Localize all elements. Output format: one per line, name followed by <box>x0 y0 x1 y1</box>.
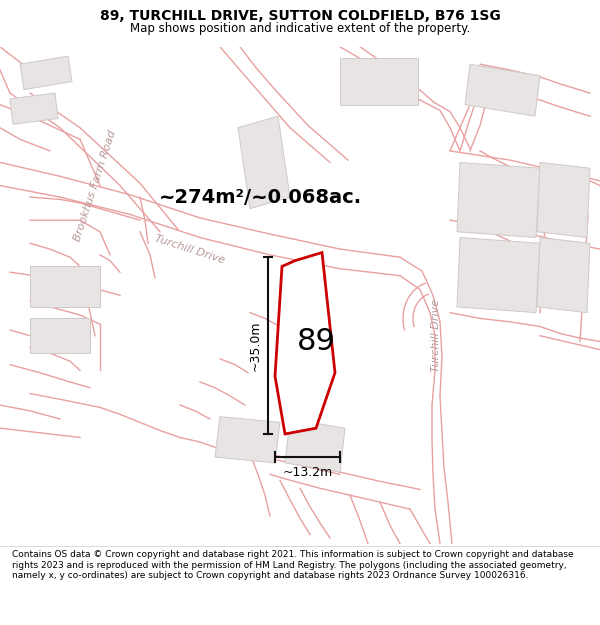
Text: ~13.2m: ~13.2m <box>283 466 332 479</box>
Text: ~274m²/~0.068ac.: ~274m²/~0.068ac. <box>158 188 362 207</box>
Polygon shape <box>20 56 72 89</box>
Text: Turchill Drive: Turchill Drive <box>431 299 441 372</box>
Polygon shape <box>285 419 345 472</box>
Polygon shape <box>537 162 590 238</box>
Text: Contains OS data © Crown copyright and database right 2021. This information is : Contains OS data © Crown copyright and d… <box>12 550 574 580</box>
Polygon shape <box>10 93 58 124</box>
Text: 89, TURCHILL DRIVE, SUTTON COLDFIELD, B76 1SG: 89, TURCHILL DRIVE, SUTTON COLDFIELD, B7… <box>100 9 500 23</box>
Text: 89: 89 <box>297 327 336 356</box>
Polygon shape <box>275 253 335 434</box>
Polygon shape <box>30 318 90 353</box>
Polygon shape <box>30 266 100 307</box>
Text: ~35.0m: ~35.0m <box>249 321 262 371</box>
Polygon shape <box>465 64 540 116</box>
Polygon shape <box>340 58 418 104</box>
Text: Turchill Drive: Turchill Drive <box>154 233 226 265</box>
Polygon shape <box>457 162 540 238</box>
Polygon shape <box>215 417 280 463</box>
Polygon shape <box>238 116 290 209</box>
Text: Brookhus Farm Road: Brookhus Farm Road <box>72 129 118 242</box>
Text: Map shows position and indicative extent of the property.: Map shows position and indicative extent… <box>130 22 470 35</box>
Polygon shape <box>457 238 540 312</box>
Polygon shape <box>537 238 590 312</box>
